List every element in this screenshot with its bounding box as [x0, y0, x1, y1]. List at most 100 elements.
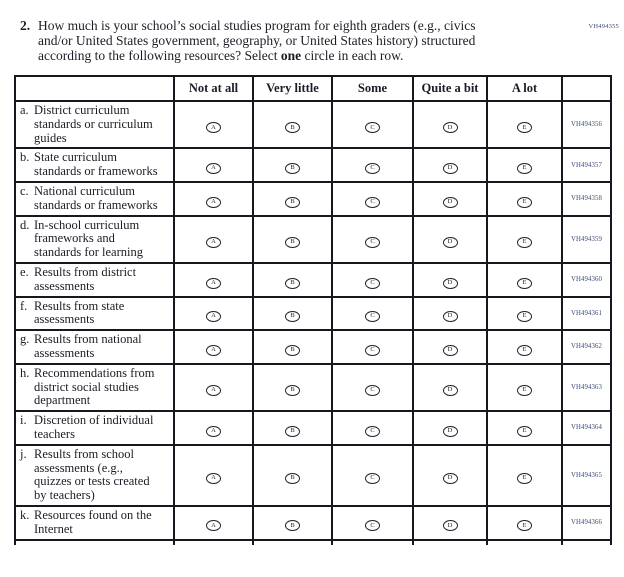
- answer-bubble-a[interactable]: A: [206, 162, 221, 174]
- answer-bubble-c[interactable]: C: [365, 122, 380, 134]
- row-letter: d.: [20, 217, 30, 232]
- answer-bubble-b[interactable]: B: [285, 122, 300, 134]
- row-label: Results from school assessments (e.g., q…: [34, 446, 150, 503]
- option-cell: D: [412, 410, 488, 446]
- row-label-cell: e. Results from district assessments: [14, 261, 175, 298]
- answer-bubble-b[interactable]: B: [285, 162, 300, 174]
- row-letter: a.: [20, 103, 29, 117]
- option-cell: D: [412, 504, 488, 541]
- answer-bubble-c[interactable]: C: [365, 162, 380, 174]
- answer-bubble-c[interactable]: C: [365, 237, 380, 249]
- resource-matrix-table: Not at all Very little Some Quite a bit …: [14, 75, 612, 545]
- answer-bubble-d[interactable]: D: [442, 473, 458, 485]
- answer-bubble-d[interactable]: D: [442, 277, 458, 289]
- option-cell: E: [486, 147, 563, 183]
- row-label: State curriculum standards or frameworks: [34, 150, 158, 179]
- answer-bubble-e[interactable]: E: [517, 237, 532, 249]
- answer-bubble-c[interactable]: C: [365, 385, 380, 397]
- answer-bubble-d[interactable]: D: [442, 237, 458, 249]
- row-letter: f.: [20, 298, 28, 313]
- question-line-2: and/or United States government, geograp…: [38, 33, 476, 48]
- answer-bubble-e[interactable]: E: [517, 425, 532, 437]
- answer-bubble-a[interactable]: A: [206, 520, 221, 532]
- row-code: VH494361: [561, 295, 612, 332]
- answer-bubble-d[interactable]: D: [442, 520, 458, 532]
- option-cell: C: [331, 504, 414, 541]
- row-code: VH494356: [561, 99, 612, 150]
- answer-bubble-d[interactable]: D: [442, 385, 458, 397]
- answer-bubble-e[interactable]: E: [517, 311, 532, 323]
- row-code: VH494366: [561, 504, 612, 541]
- option-cell: A: [173, 362, 254, 413]
- answer-bubble-a[interactable]: A: [206, 385, 221, 397]
- option-cell: E: [486, 261, 563, 298]
- option-cell: C: [331, 362, 414, 413]
- answer-bubble-e[interactable]: E: [517, 277, 532, 289]
- answer-bubble-b[interactable]: B: [285, 425, 300, 437]
- option-cell: D: [412, 362, 488, 413]
- option-cell: E: [486, 99, 563, 150]
- answer-bubble-c[interactable]: C: [365, 520, 380, 532]
- answer-bubble-a[interactable]: A: [206, 473, 221, 485]
- answer-bubble-c[interactable]: C: [365, 277, 380, 289]
- option-cell: A: [173, 180, 254, 217]
- row-label-cell: g. Results from national assessments: [14, 329, 175, 365]
- row-letter: h.: [20, 365, 30, 380]
- answer-bubble-b[interactable]: B: [285, 196, 300, 208]
- answer-bubble-b[interactable]: B: [285, 237, 300, 249]
- row-label-cell: h. Recommendations from district social …: [14, 362, 175, 413]
- answer-bubble-a[interactable]: A: [206, 237, 221, 249]
- answer-bubble-d[interactable]: D: [442, 122, 458, 134]
- answer-bubble-b[interactable]: B: [285, 473, 300, 485]
- row-letter: b.: [20, 150, 30, 165]
- answer-bubble-c[interactable]: C: [365, 196, 380, 208]
- answer-bubble-a[interactable]: A: [206, 196, 221, 208]
- question-line-3-before: according to the following resources? Se…: [38, 48, 281, 63]
- answer-bubble-b[interactable]: B: [285, 385, 300, 397]
- table-row: i. Discretion of individual teachers A B C…: [14, 410, 612, 446]
- answer-bubble-c[interactable]: C: [365, 425, 380, 437]
- answer-bubble-a[interactable]: A: [206, 425, 221, 437]
- option-cell: A: [173, 410, 254, 446]
- answer-bubble-b[interactable]: B: [285, 344, 300, 356]
- answer-bubble-a[interactable]: A: [206, 344, 221, 356]
- answer-bubble-a[interactable]: A: [206, 277, 221, 289]
- row-code: VH494359: [561, 214, 612, 264]
- row-label: Results from national assessments: [34, 332, 142, 360]
- answer-bubble-e[interactable]: E: [517, 196, 532, 208]
- answer-bubble-d[interactable]: D: [442, 162, 458, 174]
- answer-bubble-e[interactable]: E: [517, 162, 532, 174]
- answer-bubble-c[interactable]: C: [365, 311, 380, 323]
- answer-bubble-a[interactable]: A: [206, 311, 221, 323]
- option-cell: B: [252, 261, 333, 298]
- row-code: VH494364: [561, 410, 612, 446]
- table-row: e. Results from district assessments A B C…: [14, 261, 612, 298]
- answer-bubble-e[interactable]: E: [517, 344, 532, 356]
- answer-bubble-d[interactable]: D: [442, 311, 458, 323]
- option-cell: B: [252, 295, 333, 332]
- answer-bubble-b[interactable]: B: [285, 277, 300, 289]
- answer-bubble-e[interactable]: E: [517, 122, 532, 134]
- answer-bubble-a[interactable]: A: [206, 122, 221, 134]
- header-some: Some: [331, 75, 414, 102]
- row-label-cell: i. Discretion of individual teachers: [14, 410, 175, 446]
- answer-bubble-d[interactable]: D: [442, 196, 458, 208]
- answer-bubble-d[interactable]: D: [442, 425, 458, 437]
- answer-bubble-b[interactable]: B: [285, 520, 300, 532]
- answer-bubble-e[interactable]: E: [517, 520, 532, 532]
- answer-bubble-c[interactable]: C: [365, 473, 380, 485]
- answer-bubble-e[interactable]: E: [517, 385, 532, 397]
- header-a-lot: A lot: [486, 75, 563, 102]
- row-code: VH494357: [561, 147, 612, 183]
- table-row: j. Results from school assessments (e.g.…: [14, 443, 612, 507]
- option-cell: E: [486, 295, 563, 332]
- answer-bubble-d[interactable]: D: [442, 344, 458, 356]
- answer-bubble-e[interactable]: E: [517, 473, 532, 485]
- option-cell: E: [486, 329, 563, 365]
- option-cell: C: [331, 147, 414, 183]
- answer-bubble-c[interactable]: C: [365, 344, 380, 356]
- option-cell: C: [331, 214, 414, 264]
- answer-bubble-b[interactable]: B: [285, 311, 300, 323]
- table-row: f. Results from state assessments A B C D E V…: [14, 295, 612, 332]
- row-letter: g.: [20, 332, 30, 347]
